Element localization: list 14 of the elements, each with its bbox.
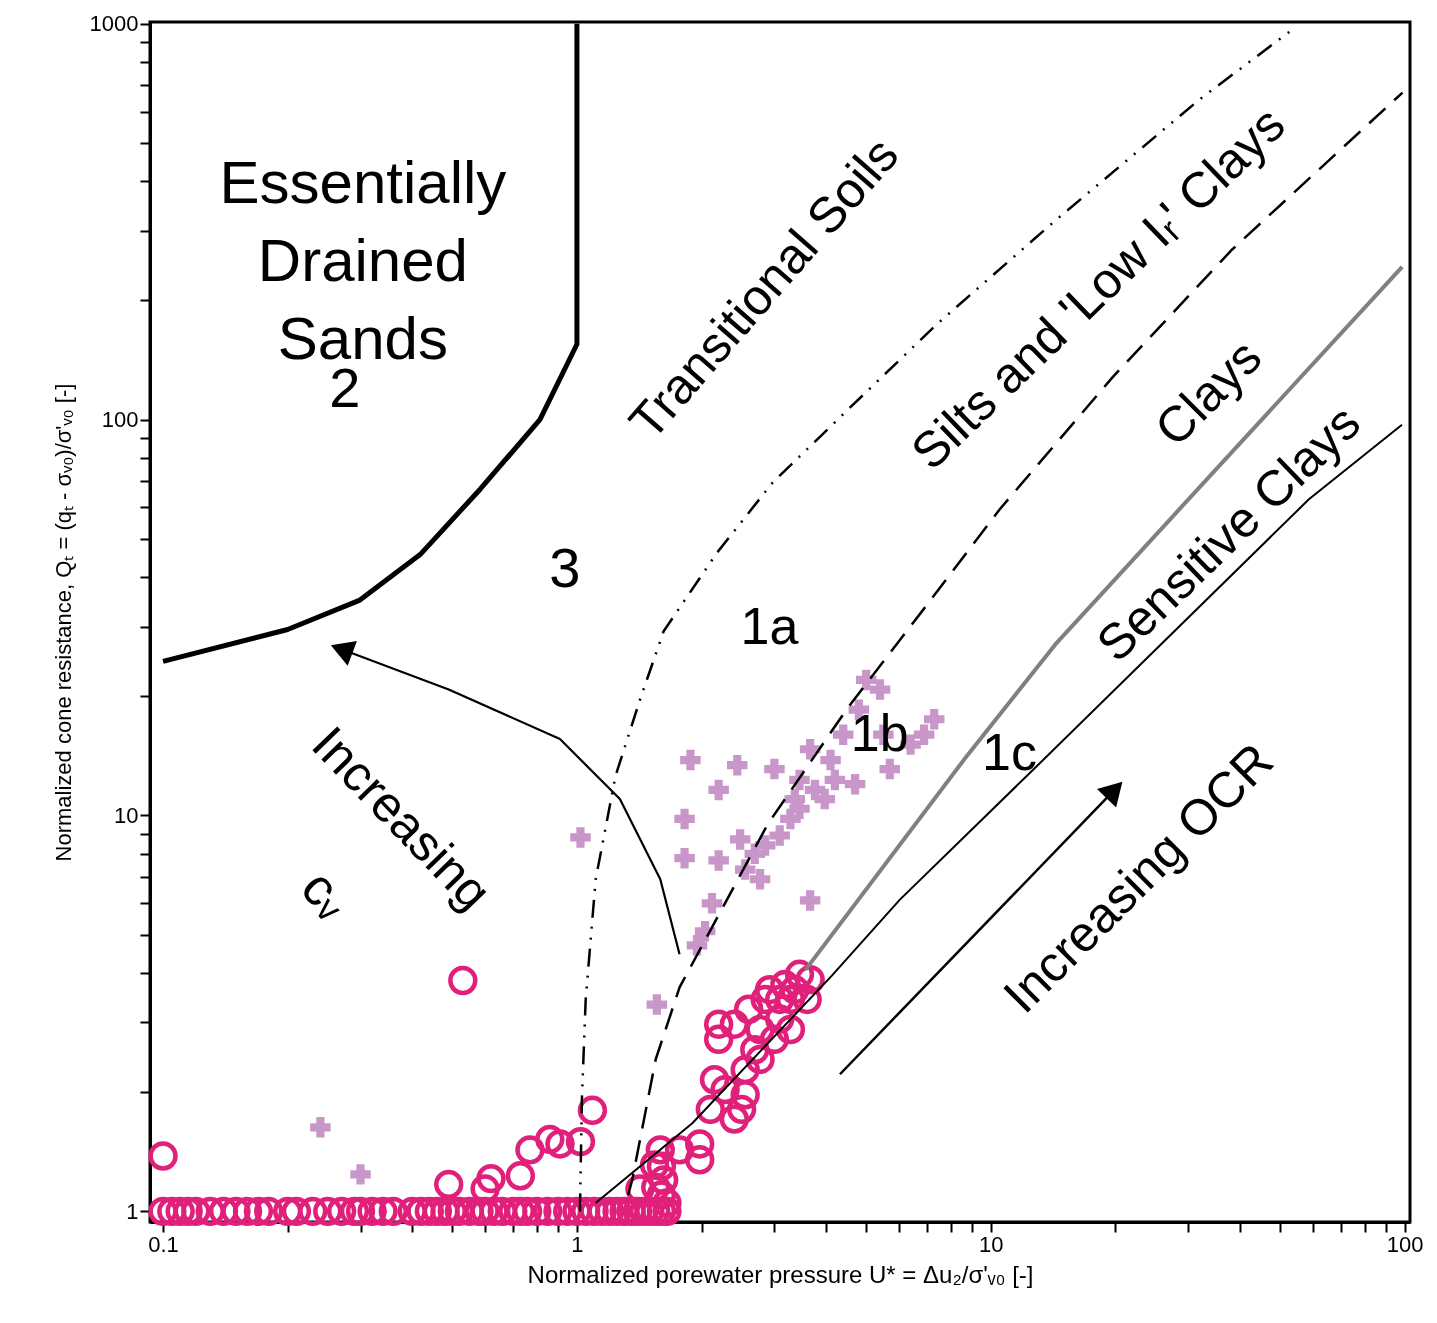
annotation: 1a bbox=[740, 596, 799, 655]
x-tick-label: 0.1 bbox=[148, 1231, 179, 1257]
x-tick-label: 10 bbox=[979, 1231, 1004, 1257]
x-axis-title: Normalized porewater pressure U* = Δu₂/σ'ᵥ₀ [-] bbox=[527, 1260, 1034, 1288]
annotation: 1b bbox=[850, 703, 909, 762]
y-axis-title: Normalized cone resistance, Qₜ = (qₜ - σᵥ₀)/σ'ᵥ₀ [-] bbox=[50, 383, 76, 862]
y-tick-label: 1 bbox=[126, 1198, 139, 1224]
annotation: 3 bbox=[549, 535, 581, 599]
annotation: 1c bbox=[982, 722, 1038, 781]
y-tick-label: 100 bbox=[101, 407, 139, 433]
y-tick-label: 1000 bbox=[89, 11, 139, 37]
x-tick-label: 100 bbox=[1386, 1231, 1424, 1257]
y-tick-label: 10 bbox=[114, 802, 139, 828]
x-tick-label: 1 bbox=[571, 1231, 584, 1257]
